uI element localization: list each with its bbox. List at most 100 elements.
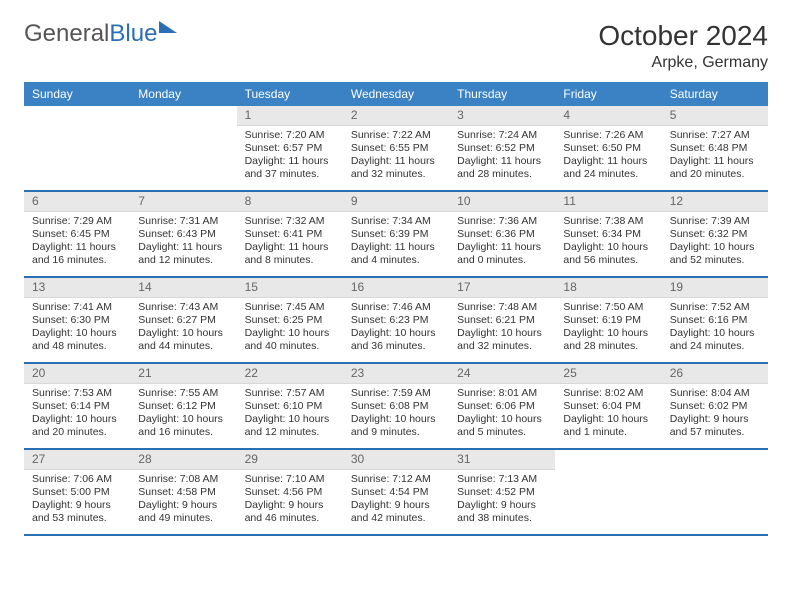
daylight-line: Daylight: 10 hours and 16 minutes. — [138, 413, 228, 439]
day-cell: 17Sunrise: 7:48 AMSunset: 6:21 PMDayligh… — [449, 278, 555, 362]
day-number: 15 — [237, 278, 343, 298]
sunset-line: Sunset: 6:55 PM — [351, 142, 441, 155]
day-cell: 10Sunrise: 7:36 AMSunset: 6:36 PMDayligh… — [449, 192, 555, 276]
day-cell: 13Sunrise: 7:41 AMSunset: 6:30 PMDayligh… — [24, 278, 130, 362]
day-number: 26 — [662, 364, 768, 384]
day-number: 7 — [130, 192, 236, 212]
sunrise-line: Sunrise: 7:22 AM — [351, 129, 441, 142]
day-number: 30 — [343, 450, 449, 470]
title-block: October 2024 Arpke, Germany — [598, 20, 768, 72]
sunrise-line: Sunrise: 8:01 AM — [457, 387, 547, 400]
daylight-line: Daylight: 11 hours and 28 minutes. — [457, 155, 547, 181]
day-cell: 7Sunrise: 7:31 AMSunset: 6:43 PMDaylight… — [130, 192, 236, 276]
week-row: 20Sunrise: 7:53 AMSunset: 6:14 PMDayligh… — [24, 364, 768, 450]
day-number: 27 — [24, 450, 130, 470]
day-cell: 14Sunrise: 7:43 AMSunset: 6:27 PMDayligh… — [130, 278, 236, 362]
daylight-line: Daylight: 10 hours and 40 minutes. — [245, 327, 335, 353]
day-body: Sunrise: 7:34 AMSunset: 6:39 PMDaylight:… — [343, 212, 449, 272]
day-cell: 4Sunrise: 7:26 AMSunset: 6:50 PMDaylight… — [555, 106, 661, 190]
day-cell: 9Sunrise: 7:34 AMSunset: 6:39 PMDaylight… — [343, 192, 449, 276]
day-number: 29 — [237, 450, 343, 470]
day-header-cell: Friday — [555, 82, 661, 106]
daylight-line: Daylight: 11 hours and 8 minutes. — [245, 241, 335, 267]
day-body: Sunrise: 7:31 AMSunset: 6:43 PMDaylight:… — [130, 212, 236, 272]
day-body: Sunrise: 7:38 AMSunset: 6:34 PMDaylight:… — [555, 212, 661, 272]
daylight-line: Daylight: 9 hours and 53 minutes. — [32, 499, 122, 525]
week-row: 13Sunrise: 7:41 AMSunset: 6:30 PMDayligh… — [24, 278, 768, 364]
day-cell: 19Sunrise: 7:52 AMSunset: 6:16 PMDayligh… — [662, 278, 768, 362]
location: Arpke, Germany — [598, 54, 768, 72]
sunrise-line: Sunrise: 7:55 AM — [138, 387, 228, 400]
day-number: 14 — [130, 278, 236, 298]
day-cell: 11Sunrise: 7:38 AMSunset: 6:34 PMDayligh… — [555, 192, 661, 276]
day-body: Sunrise: 7:06 AMSunset: 5:00 PMDaylight:… — [24, 470, 130, 530]
day-number: 21 — [130, 364, 236, 384]
day-number-empty — [24, 106, 130, 125]
day-body: Sunrise: 8:02 AMSunset: 6:04 PMDaylight:… — [555, 384, 661, 444]
sunset-line: Sunset: 6:52 PM — [457, 142, 547, 155]
daylight-line: Daylight: 11 hours and 37 minutes. — [245, 155, 335, 181]
day-cell: 3Sunrise: 7:24 AMSunset: 6:52 PMDaylight… — [449, 106, 555, 190]
daylight-line: Daylight: 11 hours and 4 minutes. — [351, 241, 441, 267]
sunset-line: Sunset: 6:04 PM — [563, 400, 653, 413]
day-number-empty — [130, 106, 236, 125]
day-number: 1 — [237, 106, 343, 126]
sunrise-line: Sunrise: 8:04 AM — [670, 387, 760, 400]
day-cell — [130, 106, 236, 190]
day-body: Sunrise: 7:29 AMSunset: 6:45 PMDaylight:… — [24, 212, 130, 272]
sunset-line: Sunset: 6:14 PM — [32, 400, 122, 413]
sunrise-line: Sunrise: 7:27 AM — [670, 129, 760, 142]
daylight-line: Daylight: 11 hours and 32 minutes. — [351, 155, 441, 181]
day-header-cell: Tuesday — [237, 82, 343, 106]
day-cell — [24, 106, 130, 190]
day-cell: 16Sunrise: 7:46 AMSunset: 6:23 PMDayligh… — [343, 278, 449, 362]
sunset-line: Sunset: 5:00 PM — [32, 486, 122, 499]
sunrise-line: Sunrise: 7:13 AM — [457, 473, 547, 486]
sunset-line: Sunset: 6:43 PM — [138, 228, 228, 241]
day-number: 4 — [555, 106, 661, 126]
day-body: Sunrise: 8:04 AMSunset: 6:02 PMDaylight:… — [662, 384, 768, 444]
day-body: Sunrise: 8:01 AMSunset: 6:06 PMDaylight:… — [449, 384, 555, 444]
day-number: 17 — [449, 278, 555, 298]
day-cell: 12 Sunrise: 7:39 AMSunset: 6:32 PMDayligh… — [662, 192, 768, 276]
day-body: Sunrise: 7:59 AMSunset: 6:08 PMDaylight:… — [343, 384, 449, 444]
daylight-line: Daylight: 10 hours and 28 minutes. — [563, 327, 653, 353]
daylight-line: Daylight: 10 hours and 52 minutes. — [670, 241, 760, 267]
daylight-line: Daylight: 10 hours and 20 minutes. — [32, 413, 122, 439]
daylight-line: Daylight: 10 hours and 1 minute. — [563, 413, 653, 439]
sunrise-line: Sunrise: 7:50 AM — [563, 301, 653, 314]
logo-triangle-icon — [159, 21, 177, 33]
day-body: Sunrise: 7:10 AMSunset: 4:56 PMDaylight:… — [237, 470, 343, 530]
daylight-line: Daylight: 10 hours and 9 minutes. — [351, 413, 441, 439]
day-cell — [662, 450, 768, 534]
sunset-line: Sunset: 6:10 PM — [245, 400, 335, 413]
daylight-line: Daylight: 10 hours and 56 minutes. — [563, 241, 653, 267]
day-body: Sunrise: 7:57 AMSunset: 6:10 PMDaylight:… — [237, 384, 343, 444]
day-number: 12 — [662, 192, 768, 212]
day-body: Sunrise: 7:46 AMSunset: 6:23 PMDaylight:… — [343, 298, 449, 358]
sunset-line: Sunset: 6:30 PM — [32, 314, 122, 327]
daylight-line: Daylight: 9 hours and 46 minutes. — [245, 499, 335, 525]
day-body: Sunrise: 7:52 AMSunset: 6:16 PMDaylight:… — [662, 298, 768, 358]
day-number: 24 — [449, 364, 555, 384]
sunrise-line: Sunrise: 7:48 AM — [457, 301, 547, 314]
day-body: Sunrise: 7:55 AMSunset: 6:12 PMDaylight:… — [130, 384, 236, 444]
day-cell: 28Sunrise: 7:08 AMSunset: 4:58 PMDayligh… — [130, 450, 236, 534]
sunrise-line: Sunrise: 7:31 AM — [138, 215, 228, 228]
day-header-cell: Wednesday — [343, 82, 449, 106]
day-body: Sunrise: 7:43 AMSunset: 6:27 PMDaylight:… — [130, 298, 236, 358]
sunrise-line: Sunrise: 7:36 AM — [457, 215, 547, 228]
sunrise-line: Sunrise: 7:45 AM — [245, 301, 335, 314]
sunrise-line: Sunrise: 7:39 AM — [670, 215, 760, 228]
day-number: 16 — [343, 278, 449, 298]
sunset-line: Sunset: 6:19 PM — [563, 314, 653, 327]
day-body: Sunrise: 7:12 AMSunset: 4:54 PMDaylight:… — [343, 470, 449, 530]
day-number: 5 — [662, 106, 768, 126]
sunset-line: Sunset: 6:32 PM — [670, 228, 760, 241]
daylight-line: Daylight: 11 hours and 0 minutes. — [457, 241, 547, 267]
sunrise-line: Sunrise: 7:08 AM — [138, 473, 228, 486]
sunset-line: Sunset: 6:50 PM — [563, 142, 653, 155]
calendar: SundayMondayTuesdayWednesdayThursdayFrid… — [24, 82, 768, 536]
day-number: 3 — [449, 106, 555, 126]
sunset-line: Sunset: 4:58 PM — [138, 486, 228, 499]
